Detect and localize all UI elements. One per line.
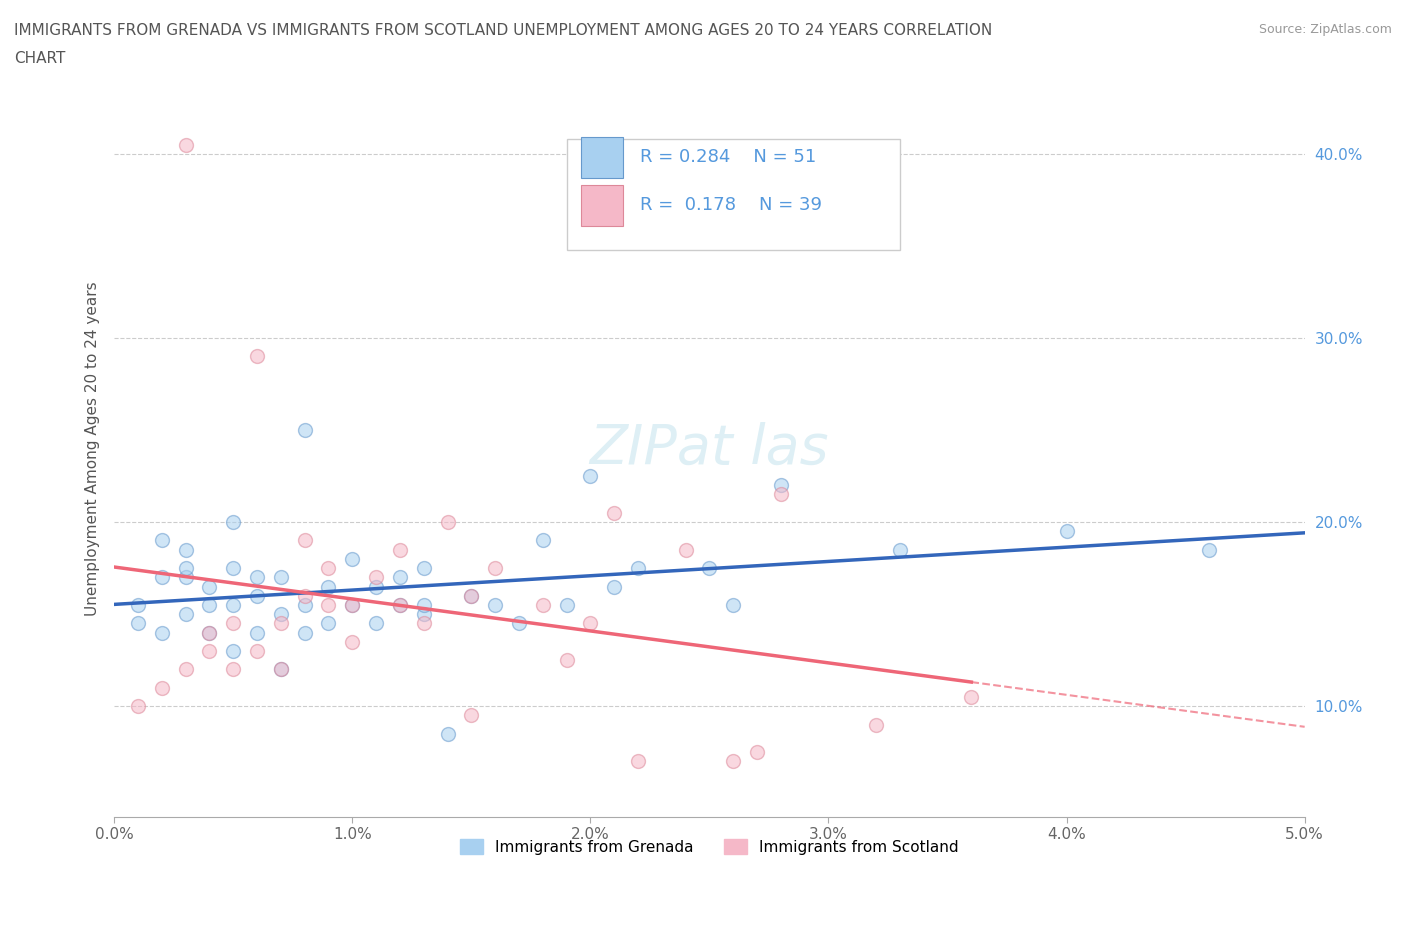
Point [150, 533, 173, 548]
Point [531, 597, 554, 612]
Point [555, 653, 578, 668]
Point [198, 625, 221, 640]
Point [294, 625, 316, 640]
Point [460, 708, 482, 723]
Point [508, 616, 530, 631]
Point [412, 597, 434, 612]
Point [294, 533, 316, 548]
Point [246, 589, 269, 604]
Point [270, 662, 292, 677]
Point [294, 597, 316, 612]
Point [198, 579, 221, 594]
Point [388, 597, 411, 612]
Point [222, 514, 245, 529]
Point [318, 579, 340, 594]
Point [960, 689, 983, 704]
Point [364, 616, 387, 631]
Text: Source: ZipAtlas.com: Source: ZipAtlas.com [1258, 23, 1392, 36]
Point [412, 561, 434, 576]
Point [579, 616, 602, 631]
Point [342, 597, 364, 612]
Point [174, 542, 197, 557]
Point [318, 616, 340, 631]
Point [198, 644, 221, 658]
Point [294, 589, 316, 604]
Point [627, 561, 650, 576]
Point [198, 625, 221, 640]
Point [555, 597, 578, 612]
Point [174, 561, 197, 576]
Point [769, 478, 792, 493]
Point [222, 616, 245, 631]
Point [318, 597, 340, 612]
Point [769, 487, 792, 502]
Point [745, 745, 768, 760]
Point [150, 681, 173, 696]
Point [436, 726, 458, 741]
Point [342, 551, 364, 566]
Point [460, 589, 482, 604]
Text: CHART: CHART [14, 51, 66, 66]
Point [579, 469, 602, 484]
Point [174, 606, 197, 621]
Point [603, 505, 626, 520]
Point [222, 597, 245, 612]
Point [174, 570, 197, 585]
Point [294, 422, 316, 437]
FancyBboxPatch shape [581, 138, 623, 178]
Point [246, 349, 269, 364]
Point [174, 137, 197, 152]
Point [436, 514, 458, 529]
Text: R = 0.284    N = 51: R = 0.284 N = 51 [640, 149, 817, 166]
Point [675, 542, 697, 557]
Point [246, 644, 269, 658]
Point [127, 698, 149, 713]
Point [412, 606, 434, 621]
Point [364, 570, 387, 585]
Point [318, 561, 340, 576]
Point [1056, 524, 1078, 538]
Point [460, 589, 482, 604]
Point [889, 542, 911, 557]
Point [723, 597, 745, 612]
Point [603, 579, 626, 594]
Point [222, 644, 245, 658]
Point [342, 634, 364, 649]
Point [127, 616, 149, 631]
Point [484, 561, 506, 576]
FancyBboxPatch shape [567, 139, 900, 249]
Point [150, 570, 173, 585]
Point [364, 579, 387, 594]
Point [723, 754, 745, 769]
FancyBboxPatch shape [581, 185, 623, 226]
Point [246, 570, 269, 585]
Point [270, 570, 292, 585]
Point [484, 597, 506, 612]
Point [174, 662, 197, 677]
Point [246, 625, 269, 640]
Point [388, 597, 411, 612]
Point [412, 616, 434, 631]
Point [222, 662, 245, 677]
Point [699, 561, 721, 576]
Point [865, 717, 887, 732]
Point [222, 561, 245, 576]
Point [1198, 542, 1220, 557]
Point [270, 616, 292, 631]
Point [150, 625, 173, 640]
Point [388, 542, 411, 557]
Text: R =  0.178    N = 39: R = 0.178 N = 39 [640, 196, 823, 214]
Point [198, 597, 221, 612]
Point [531, 533, 554, 548]
Point [270, 606, 292, 621]
Point [342, 597, 364, 612]
Point [388, 570, 411, 585]
Point [127, 597, 149, 612]
Y-axis label: Unemployment Among Ages 20 to 24 years: Unemployment Among Ages 20 to 24 years [86, 281, 100, 616]
Text: IMMIGRANTS FROM GRENADA VS IMMIGRANTS FROM SCOTLAND UNEMPLOYMENT AMONG AGES 20 T: IMMIGRANTS FROM GRENADA VS IMMIGRANTS FR… [14, 23, 993, 38]
Legend: Immigrants from Grenada, Immigrants from Scotland: Immigrants from Grenada, Immigrants from… [454, 832, 965, 860]
Point [627, 754, 650, 769]
Text: ZIPat las: ZIPat las [589, 422, 830, 475]
Point [270, 662, 292, 677]
